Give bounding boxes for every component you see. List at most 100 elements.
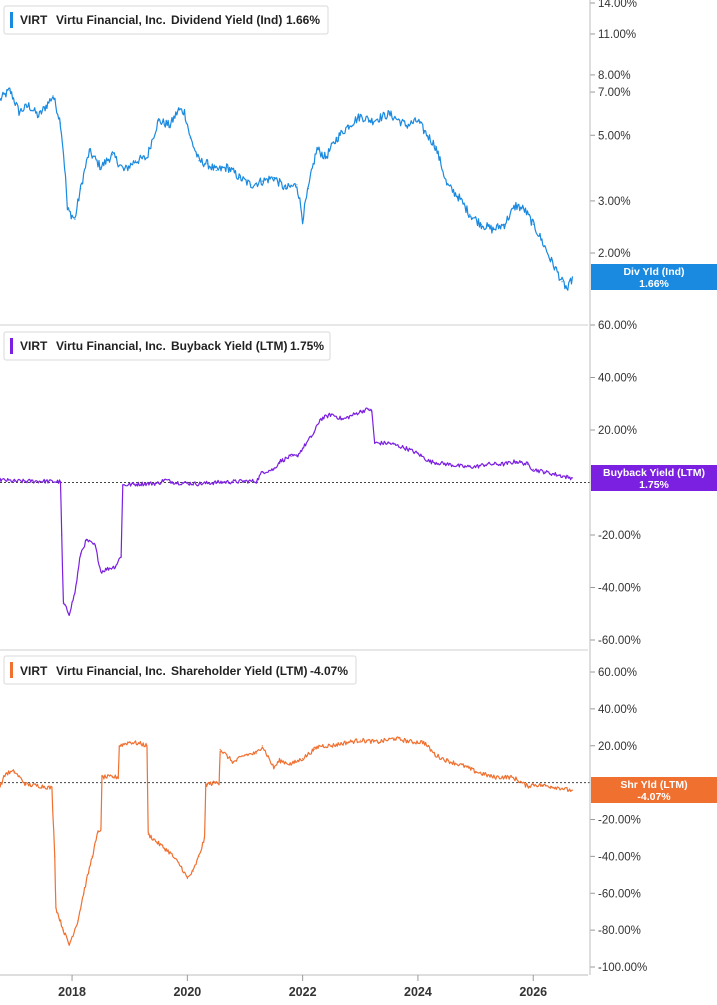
- y-tick-label: 14.00%: [598, 0, 637, 10]
- data-point-div: [9, 89, 11, 91]
- data-point-shr: [215, 782, 217, 784]
- data-point-buy: [446, 463, 448, 465]
- data-point-buy: [486, 463, 488, 465]
- data-point-shr: [319, 745, 321, 747]
- data-point-div: [561, 281, 563, 283]
- data-point-buy: [342, 418, 344, 421]
- data-point-div: [250, 184, 252, 186]
- y-tick-label: 8.00%: [598, 70, 631, 82]
- badge-bg: [591, 777, 717, 803]
- series-line-buy: [0, 407, 573, 617]
- y-tick-label: 20.00%: [598, 425, 637, 437]
- legend-current-value: 1.75%: [290, 339, 324, 353]
- data-point-buy: [503, 463, 505, 465]
- badge-shareholder-yield: Shr Yld (LTM) -4.07%: [591, 777, 717, 803]
- data-point-div: [307, 188, 309, 190]
- data-point-shr: [25, 783, 27, 786]
- data-point-div: [261, 180, 263, 182]
- data-point-div: [316, 148, 318, 150]
- data-point-div: [503, 223, 505, 225]
- legend-current-value: -4.07%: [310, 664, 348, 678]
- data-point-buy: [175, 481, 177, 484]
- data-point-buy: [388, 442, 390, 444]
- data-point-buy: [526, 463, 529, 465]
- data-point-div: [284, 188, 286, 190]
- badge-value: 1.66%: [639, 278, 669, 290]
- x-tick-label: 2024: [404, 985, 432, 999]
- data-point-div: [371, 120, 373, 122]
- data-point-buy: [359, 411, 361, 413]
- y-tick-label: 60.00%: [598, 667, 637, 679]
- data-point-div: [59, 122, 62, 124]
- data-point-buy: [59, 481, 62, 483]
- badge-bg: [591, 465, 717, 491]
- data-point-div: [169, 124, 171, 126]
- data-point-div: [515, 204, 517, 206]
- y-tick-label: -100.00%: [598, 962, 647, 974]
- data-point-div: [549, 259, 552, 261]
- legend-ticker: VIRT: [20, 664, 48, 678]
- series-line-div: [0, 87, 573, 291]
- data-point-shr: [205, 783, 207, 786]
- badge-label: Div Yld (Ind): [623, 266, 684, 278]
- data-point-shr: [42, 785, 44, 787]
- data-point-buy: [0, 479, 1, 481]
- data-point-shr: [313, 748, 315, 751]
- data-point-buy: [463, 466, 465, 468]
- y-tick-label: 40.00%: [598, 704, 637, 716]
- y-tick-label: 40.00%: [598, 373, 637, 385]
- data-point-div: [302, 218, 304, 220]
- y-tick-label: 20.00%: [598, 741, 637, 753]
- data-point-shr: [101, 776, 103, 778]
- legend-company: Virtu Financial, Inc.: [56, 13, 166, 27]
- data-point-div: [388, 113, 390, 115]
- badge-value: -4.07%: [637, 791, 671, 803]
- data-point-shr: [13, 771, 15, 773]
- badge-dividend-yield: Div Yld (Ind) 1.66%: [591, 264, 717, 290]
- legend-box: [3, 331, 331, 361]
- data-point-shr: [97, 831, 99, 834]
- data-point-div: [38, 115, 40, 117]
- data-point-shr: [567, 789, 569, 791]
- badge-label: Shr Yld (LTM): [620, 779, 687, 791]
- data-point-div: [480, 223, 482, 225]
- data-point-div: [80, 188, 82, 190]
- data-point-shr: [181, 866, 183, 869]
- x-tick-label: 2020: [173, 985, 201, 999]
- data-point-div: [405, 124, 407, 126]
- data-point-buy: [475, 466, 477, 468]
- data-point-shr: [394, 737, 396, 740]
- data-point-buy: [261, 471, 263, 473]
- data-point-shr: [232, 761, 235, 763]
- y-tick-label: -40.00%: [598, 583, 641, 595]
- data-point-div: [52, 95, 54, 97]
- x-tick-label: 2022: [289, 985, 317, 999]
- axis-layer: 14.00% 11.00% 8.00% 7.00% 5.00% 3.00% 2.00% 60.…: [0, 0, 647, 999]
- data-point-shr: [571, 789, 574, 791]
- data-point-buy: [106, 568, 108, 570]
- data-point-shr: [218, 782, 220, 784]
- data-point-div: [66, 209, 68, 211]
- y-tick-label: -20.00%: [598, 815, 641, 827]
- data-point-shr: [359, 739, 361, 741]
- legend-swatch: [10, 338, 13, 354]
- data-point-div: [100, 166, 102, 168]
- data-point-shr: [100, 828, 102, 830]
- legend-ticker: VIRT: [20, 13, 48, 27]
- data-point-div: [273, 176, 275, 179]
- data-point-div: [178, 109, 180, 111]
- y-tick-label: 11.00%: [598, 29, 636, 41]
- y-tick-label: -20.00%: [598, 530, 641, 542]
- data-point-buy: [371, 411, 373, 413]
- badge-label: Buyback Yield (LTM): [603, 467, 705, 479]
- data-point-div: [88, 151, 90, 153]
- data-point-buy: [515, 460, 517, 463]
- data-point-div: [423, 129, 425, 131]
- legend-metric: Buyback Yield (LTM): [171, 339, 287, 353]
- data-point-shr: [526, 785, 529, 787]
- data-point-div: [74, 218, 76, 220]
- data-point-buy: [114, 565, 116, 568]
- data-point-shr: [51, 787, 53, 789]
- data-point-shr: [549, 785, 552, 787]
- data-point-shr: [244, 754, 246, 756]
